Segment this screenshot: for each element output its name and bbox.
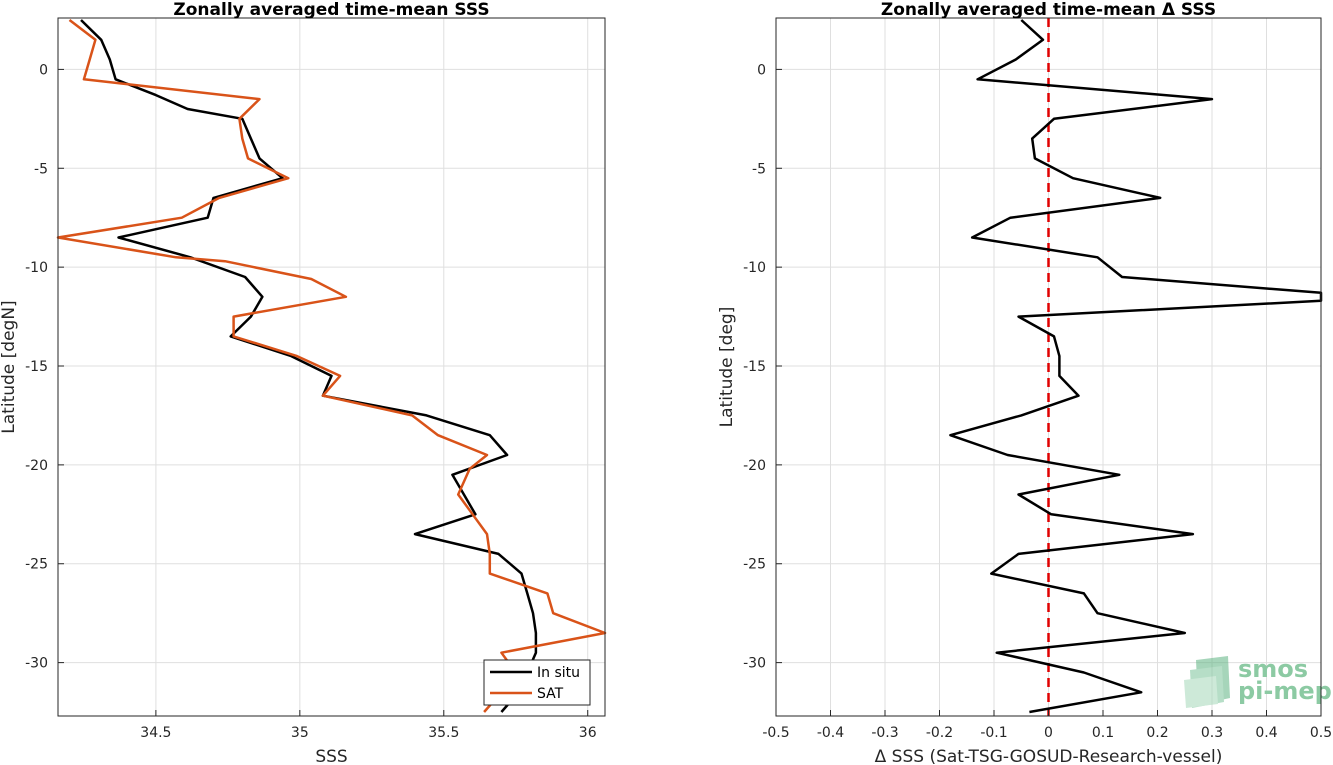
panel-delta-y-axis-label: Latitude [deg] bbox=[717, 307, 737, 428]
y-tick-label: -25 bbox=[25, 557, 48, 573]
panel-sss-ticks: 34.5 35 35.5 36 0 -5 -10 -15 -20 -25 -30 bbox=[25, 62, 597, 741]
panel-sss-y-axis-label: Latitude [degN] bbox=[0, 300, 19, 433]
x-tick-label: -0.3 bbox=[871, 725, 898, 741]
x-tick-label: 34.5 bbox=[140, 725, 171, 741]
x-tick-label: -0.4 bbox=[817, 725, 844, 741]
panel-delta-x-axis-label: Δ SSS (Sat-TSG-GOSUD-Research-vessel) bbox=[875, 747, 1223, 765]
y-tick-label: -20 bbox=[25, 458, 48, 474]
legend-label-in-situ: In situ bbox=[537, 665, 580, 681]
x-tick-label: 35.5 bbox=[428, 725, 459, 741]
series-line-in-situ bbox=[80, 19, 538, 713]
x-tick-label: -0.1 bbox=[980, 725, 1007, 741]
panel-sss-title: Zonally averaged time-mean SSS bbox=[173, 0, 489, 20]
panel-delta-title: Zonally averaged time-mean Δ SSS bbox=[881, 0, 1216, 20]
panel-delta-ticks: -0.5 -0.4 -0.3 -0.2 -0.1 0 0.1 0.2 0.3 0.4 0.5 0 -5 -… bbox=[743, 62, 1332, 741]
logo-wave-icon bbox=[1184, 656, 1230, 708]
panel-sss: 34.5 35 35.5 36 0 -5 -10 -15 -20 -25 -30 Zonally a… bbox=[0, 0, 607, 765]
y-tick-label: -25 bbox=[743, 557, 766, 573]
y-tick-label: 0 bbox=[39, 62, 48, 78]
y-tick-label: -15 bbox=[25, 359, 48, 375]
x-tick-label: 36 bbox=[579, 725, 597, 741]
x-tick-label: -0.2 bbox=[926, 725, 953, 741]
x-tick-label: 0.5 bbox=[1310, 725, 1332, 741]
logo-text-smos: smos bbox=[1238, 655, 1308, 683]
y-tick-label: -5 bbox=[752, 161, 766, 177]
x-tick-label: 0 bbox=[1044, 725, 1053, 741]
series-line-delta bbox=[949, 19, 1323, 714]
y-tick-label: -5 bbox=[34, 161, 48, 177]
x-tick-label: 35 bbox=[291, 725, 309, 741]
y-tick-label: 0 bbox=[757, 62, 766, 78]
panel-delta-series bbox=[949, 19, 1323, 714]
panel-delta-sss: smos pi-mep -0.5 -0.4 -0.3 -0.2 -0.1 0 0.1 0.2 0… bbox=[717, 0, 1332, 765]
legend-label-sat: SAT bbox=[537, 686, 564, 702]
series-line-sat bbox=[56, 19, 607, 713]
legend: In situ SAT bbox=[483, 659, 591, 706]
x-tick-label: 0.2 bbox=[1146, 725, 1168, 741]
y-tick-label: -30 bbox=[743, 656, 766, 672]
x-tick-label: -0.5 bbox=[762, 725, 789, 741]
y-tick-label: -10 bbox=[25, 260, 48, 276]
panel-sss-x-axis-label: SSS bbox=[315, 747, 347, 765]
legend-box bbox=[483, 659, 591, 706]
y-tick-label: -30 bbox=[25, 656, 48, 672]
y-tick-label: -10 bbox=[743, 260, 766, 276]
logo-text-pi-mep: pi-mep bbox=[1238, 677, 1332, 705]
y-tick-label: -15 bbox=[743, 359, 766, 375]
panel-sss-series bbox=[56, 19, 607, 713]
panel-sss-frame bbox=[57, 17, 606, 717]
panel-sss-grid bbox=[58, 18, 605, 716]
x-tick-label: 0.4 bbox=[1255, 725, 1277, 741]
y-tick-label: -20 bbox=[743, 458, 766, 474]
x-tick-label: 0.1 bbox=[1092, 725, 1114, 741]
smos-pi-mep-logo: smos pi-mep bbox=[1184, 655, 1332, 708]
x-tick-label: 0.3 bbox=[1201, 725, 1223, 741]
